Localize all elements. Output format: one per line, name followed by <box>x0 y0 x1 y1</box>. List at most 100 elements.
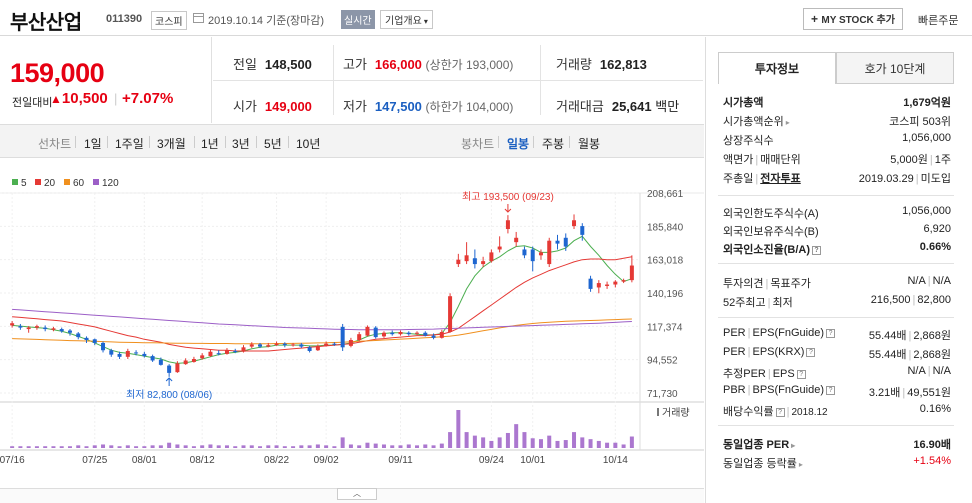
y-tick-label: 140,196 <box>647 289 684 300</box>
volume-bar <box>357 445 362 448</box>
candle <box>605 281 610 289</box>
ma20-line <box>12 256 632 352</box>
candle <box>117 351 122 360</box>
candle <box>406 331 411 336</box>
candle-body <box>547 240 552 265</box>
y-axis: 208,661 185,840 163,018 140,196 117,374 94,55… <box>647 189 684 400</box>
candle <box>224 348 229 355</box>
info-value: 55.44배 | 2,868원 <box>868 349 951 361</box>
tab-monthly[interactable]: 월봉 <box>578 137 601 151</box>
volume-bar <box>92 445 97 448</box>
tab-daily[interactable]: 일봉 <box>507 137 530 151</box>
candle <box>538 249 543 260</box>
tab-5y[interactable]: 5년 <box>264 137 282 151</box>
arrow-down-icon <box>504 204 512 213</box>
tab-3y[interactable]: 3년 <box>232 137 250 151</box>
candle <box>596 280 601 294</box>
info-value: 216,500 | 82,800 <box>870 294 951 306</box>
quick-order-button[interactable]: 빠른주문 <box>918 15 959 27</box>
candle <box>183 358 188 365</box>
help-icon[interactable]: ? <box>775 408 785 417</box>
divider: | <box>114 91 118 106</box>
volume-bar <box>134 446 139 448</box>
tab-candle-chart[interactable]: 봉차트 <box>461 137 495 151</box>
help-icon[interactable]: ? <box>826 386 836 395</box>
collapse-chart-button[interactable]: ︿ <box>337 488 377 500</box>
volume-bar <box>10 446 15 448</box>
candle <box>324 341 329 347</box>
tab-10y[interactable]: 10년 <box>296 137 321 151</box>
candle-body <box>282 343 287 346</box>
candle-body <box>175 363 180 373</box>
candle <box>456 253 461 267</box>
add-mystock-button[interactable]: + MY STOCK 추가 <box>803 8 903 30</box>
candle <box>34 324 39 330</box>
help-icon[interactable]: ? <box>796 370 806 379</box>
info-value: 6,920 <box>923 223 951 235</box>
tab-1d[interactable]: 1일 <box>84 137 102 151</box>
candle-body <box>158 359 163 365</box>
realtime-button[interactable]: 실시간 <box>341 10 375 29</box>
help-icon[interactable]: ? <box>812 246 821 255</box>
y-tick-label: 94,552 <box>647 356 678 367</box>
y-tick-label: 71,730 <box>647 389 678 400</box>
candle-body <box>522 249 527 256</box>
tab-order-book[interactable]: 호가 10단계 <box>836 52 954 84</box>
info-value: 3.21배 | 49,551원 <box>868 387 951 399</box>
volume-bar <box>547 435 552 448</box>
candlestick-chart[interactable]: 5 20 60 120 거래량 208,661 185,840 163,018 140,19… <box>0 160 704 490</box>
info-key: 외국인소진율(B/A)? <box>723 241 821 257</box>
info-row: PBR | BPS(FnGuide)? 3.21배 | 49,551원 <box>723 384 951 402</box>
candle-body <box>51 328 56 330</box>
company-overview-button[interactable]: 기업개요 ▾ <box>380 10 433 29</box>
volume-bar <box>84 446 89 448</box>
volume-bar <box>59 446 64 448</box>
volume-bar <box>125 445 130 448</box>
volume-bar <box>613 442 618 448</box>
candle <box>572 214 577 230</box>
candle-body <box>613 281 618 285</box>
info-row: PER | EPS(FnGuide)? 55.44배 | 2,868원 <box>723 327 951 345</box>
candle-body <box>514 237 519 243</box>
candle <box>291 342 296 347</box>
info-key: 투자의견 | 목표주가 <box>723 278 811 290</box>
help-icon[interactable]: ? <box>806 348 816 357</box>
candle <box>26 326 31 333</box>
candles <box>10 214 634 377</box>
tab-1y[interactable]: 1년 <box>201 137 219 151</box>
info-value: 0.16% <box>919 403 951 415</box>
info-key: 시가총액순위 ▸ <box>723 116 790 128</box>
tab-line-chart[interactable]: 선차트 <box>38 137 72 151</box>
y-tick-label: 185,840 <box>647 222 684 233</box>
candle-body <box>489 252 494 262</box>
candle <box>505 215 510 234</box>
volume-bar <box>76 445 81 448</box>
candle-body <box>26 327 31 330</box>
info-value: 2019.03.29 | 미도입 <box>858 173 951 185</box>
legend-swatch-5 <box>12 179 18 185</box>
tab-weekly[interactable]: 주봉 <box>542 137 565 151</box>
tab-1w[interactable]: 1주일 <box>115 137 144 151</box>
help-icon[interactable]: ? <box>826 329 836 338</box>
info-row: 액면가 | 매매단위 5,000원 | 1주 <box>723 151 951 169</box>
low-annotation: 최저 82,800 (08/06) <box>126 389 212 401</box>
candle-body <box>18 326 23 328</box>
volume-bar <box>431 445 436 448</box>
period-tab-bar: 선차트 1일 1주일 3개월 1년 3년 5년 10년 봉차트 일봉 주봉 월봉 <box>0 124 704 158</box>
volume-bar <box>43 446 48 448</box>
tab-3m[interactable]: 3개월 <box>157 137 186 151</box>
candle <box>167 364 172 377</box>
candle <box>43 325 48 332</box>
candle <box>390 330 395 336</box>
candle-body <box>76 333 81 338</box>
x-tick-label: 08/12 <box>190 455 215 466</box>
volume-bar <box>101 444 106 448</box>
caret-right-icon: ▸ <box>791 441 796 450</box>
tab-investment-info[interactable]: 투자정보 <box>718 52 836 84</box>
volume-bar <box>522 432 527 448</box>
candle-body <box>340 326 345 348</box>
volume-bar <box>26 446 31 448</box>
volume-bar <box>324 445 329 448</box>
candle <box>348 337 353 348</box>
candle-body <box>621 280 626 282</box>
